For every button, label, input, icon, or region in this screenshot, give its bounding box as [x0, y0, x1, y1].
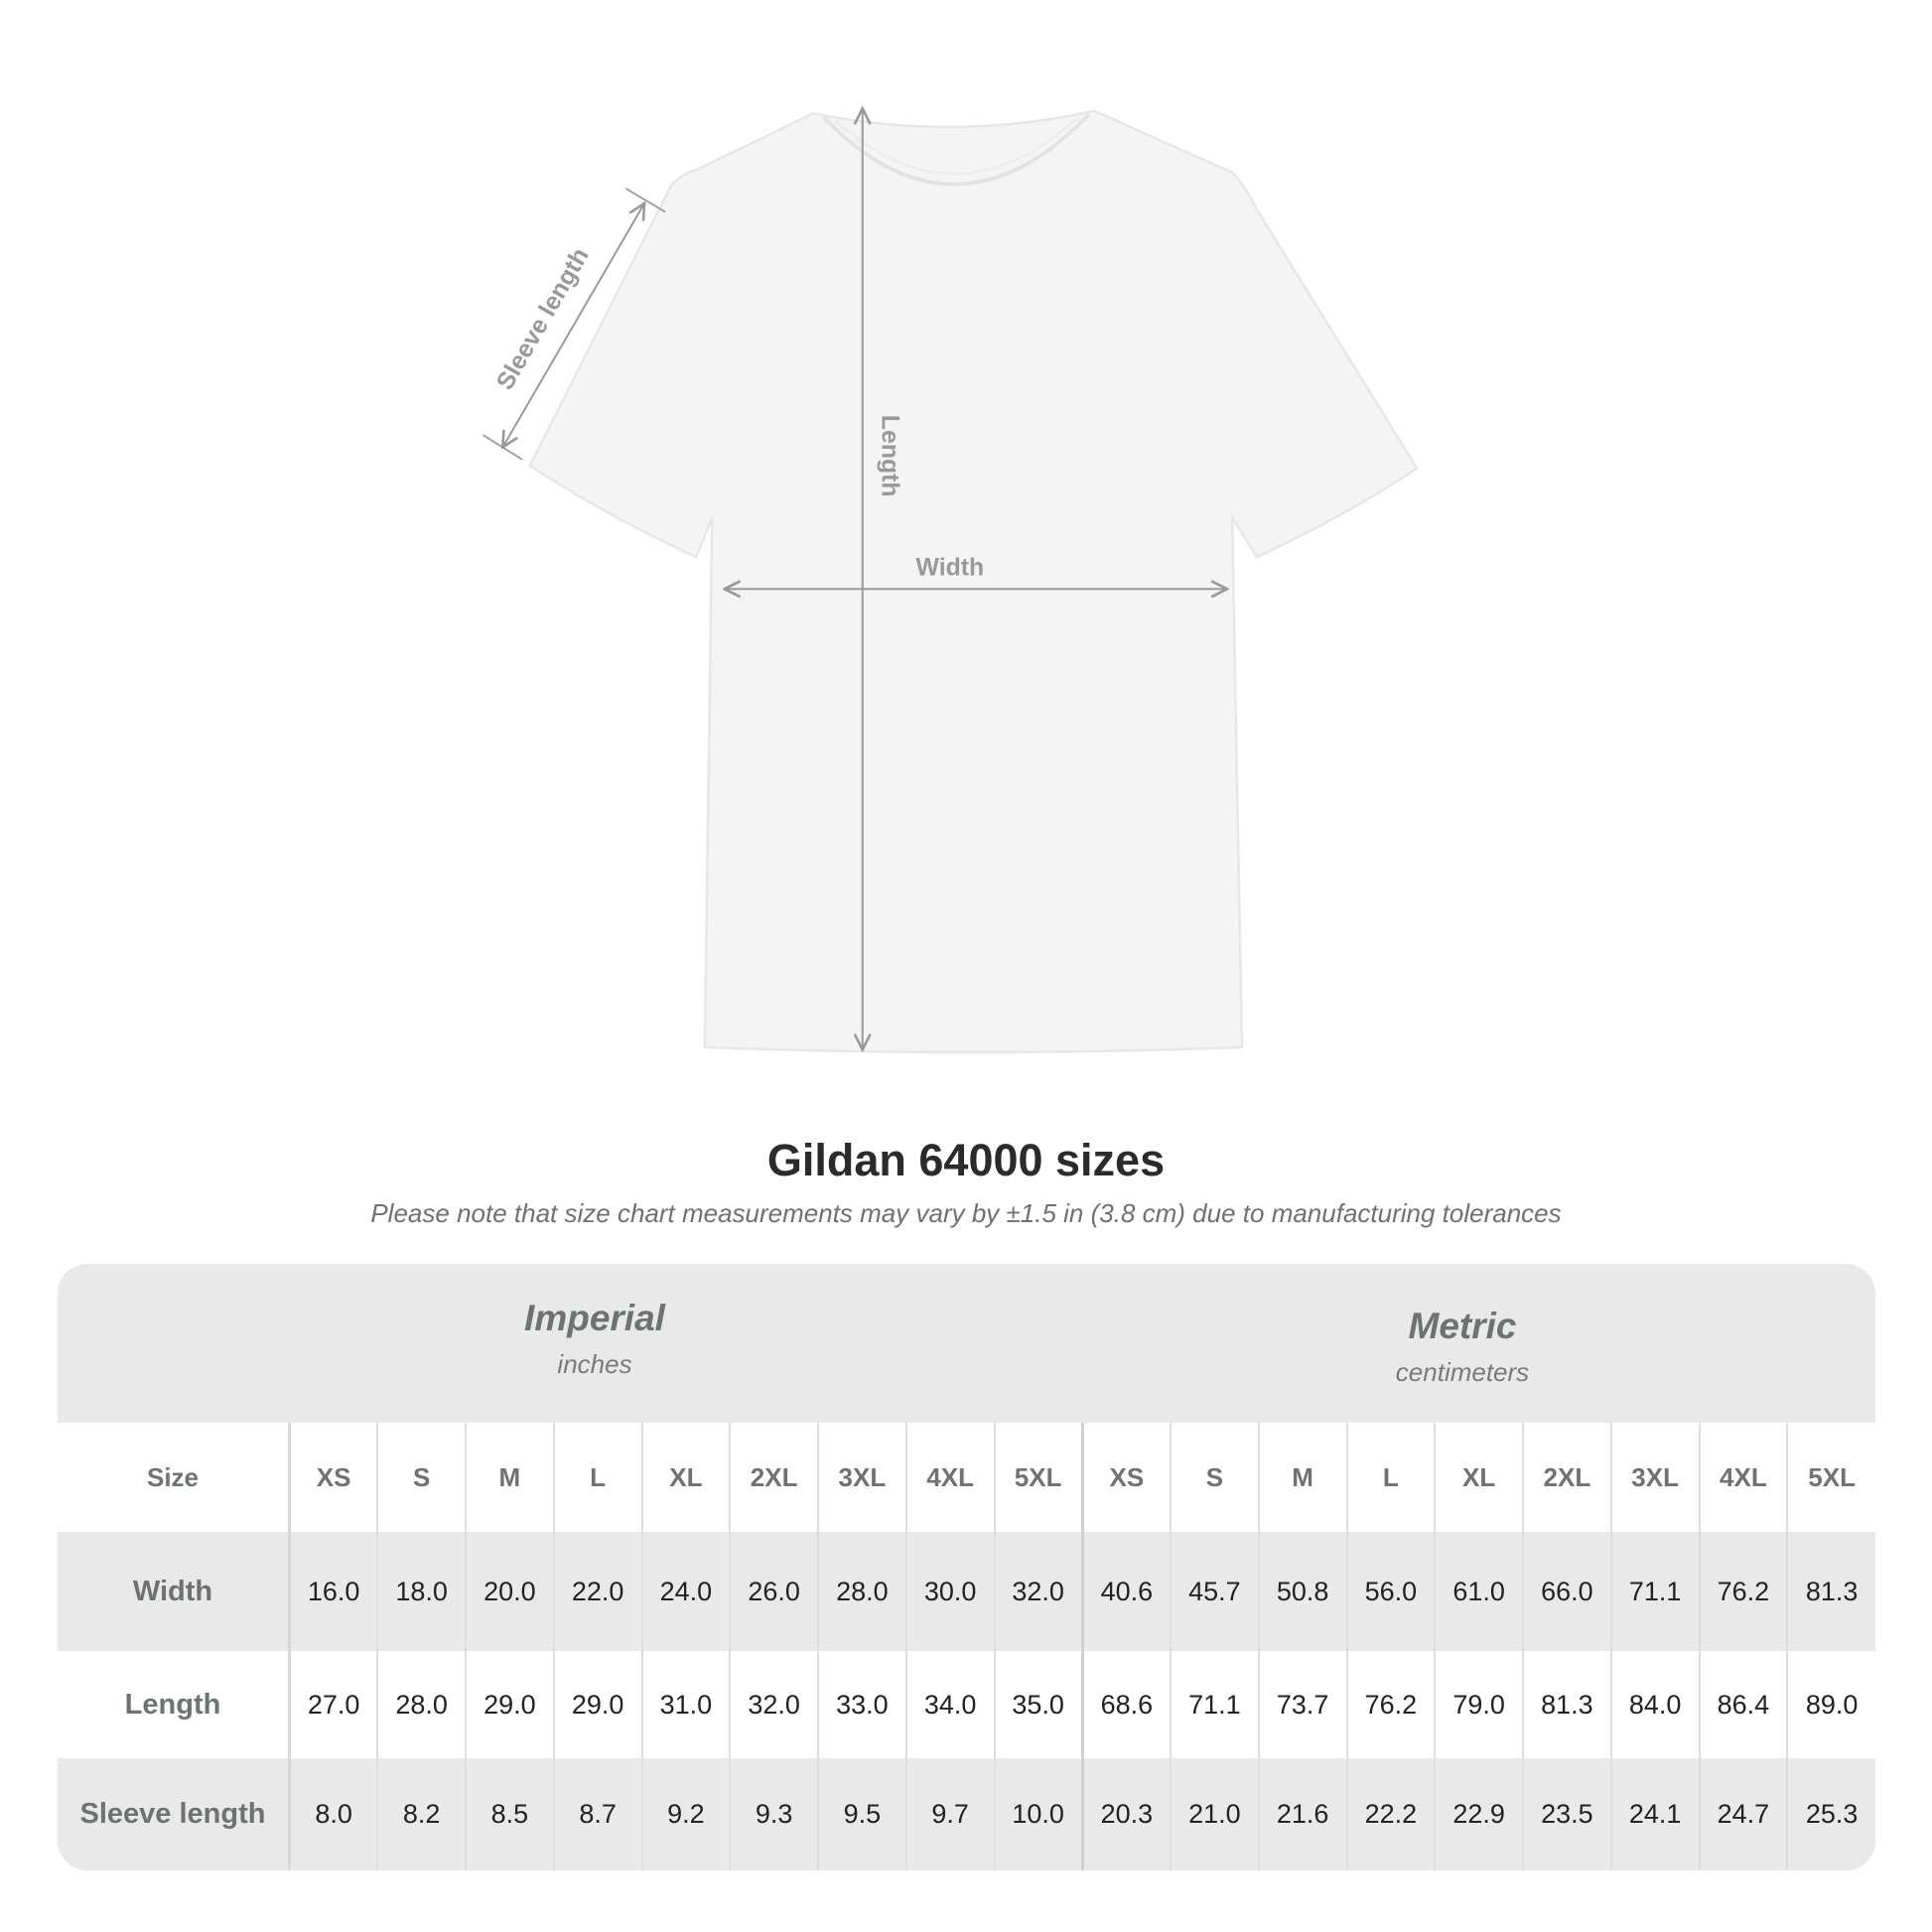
imperial-value-cell: 8.5 — [465, 1758, 554, 1870]
metric-value-cell: 24.7 — [1698, 1758, 1788, 1870]
imperial-value-cell: 33.0 — [817, 1651, 906, 1758]
tolerance-note: Please note that size chart measurements… — [370, 1198, 1562, 1228]
size-table: Imperial inches Metric centimeters Size X… — [58, 1264, 1875, 1870]
metric-value-cell: 73.7 — [1257, 1651, 1347, 1758]
imperial-value-cell: 8.7 — [552, 1758, 642, 1870]
metric-value-cell: 21.6 — [1257, 1758, 1347, 1870]
metric-size-2xl: 2XL — [1522, 1423, 1611, 1532]
metric-value-cell: 24.1 — [1609, 1758, 1700, 1870]
metric-value-cell: 84.0 — [1609, 1651, 1700, 1758]
metric-value-cell: 86.4 — [1698, 1651, 1788, 1758]
metric-size-3xl: 3XL — [1609, 1423, 1700, 1532]
imperial-value-cell: 30.0 — [904, 1532, 995, 1651]
imperial-value-cell: 27.0 — [288, 1651, 378, 1758]
sleeve-arrow — [502, 204, 644, 448]
imperial-size-xs: XS — [288, 1423, 378, 1532]
imperial-size-xl: XL — [640, 1423, 731, 1532]
metric-unit: centimeters — [1395, 1357, 1530, 1387]
imperial-size-s: S — [376, 1423, 466, 1532]
imperial-value-cell: 8.2 — [376, 1758, 466, 1870]
imperial-unit: inches — [557, 1349, 632, 1379]
table-row: Length 27.0 28.0 29.0 29.0 31.0 32.0 33.0 34.0 35… — [58, 1651, 1875, 1758]
metric-value-cell: 22.9 — [1434, 1758, 1523, 1870]
table-row: Sleeve length 8.0 8.2 8.5 8.7 9.2 9.3 9.5 9.7 10.… — [58, 1758, 1875, 1870]
imperial-size-5xl: 5XL — [993, 1423, 1083, 1532]
imperial-value-cell: 9.5 — [817, 1758, 906, 1870]
metric-value-cell: 81.3 — [1522, 1651, 1611, 1758]
imperial-value-cell: 9.3 — [729, 1758, 818, 1870]
imperial-value-cell: 29.0 — [552, 1651, 642, 1758]
metric-title: Metric — [1408, 1306, 1517, 1346]
metric-value-cell: 79.0 — [1434, 1651, 1523, 1758]
imperial-value-cell: 29.0 — [465, 1651, 554, 1758]
imperial-value-cell: 35.0 — [993, 1651, 1083, 1758]
metric-value-cell: 71.1 — [1170, 1651, 1259, 1758]
metric-value-cell: 56.0 — [1345, 1532, 1436, 1651]
metric-size-4xl: 4XL — [1698, 1423, 1788, 1532]
imperial-value-cell: 22.0 — [552, 1532, 642, 1651]
imperial-value-cell: 20.0 — [465, 1532, 554, 1651]
metric-value-cell: 89.0 — [1786, 1651, 1875, 1758]
imperial-value-cell: 18.0 — [376, 1532, 466, 1651]
imperial-value-cell: 8.0 — [288, 1758, 378, 1870]
metric-value-cell: 66.0 — [1522, 1532, 1611, 1651]
imperial-size-3xl: 3XL — [817, 1423, 906, 1532]
imperial-value-cell: 9.7 — [904, 1758, 995, 1870]
imperial-value-cell: 16.0 — [288, 1532, 378, 1651]
metric-size-xs: XS — [1080, 1423, 1171, 1532]
metric-value-cell: 68.6 — [1080, 1651, 1171, 1758]
metric-size-l: L — [1345, 1423, 1436, 1532]
imperial-value-cell: 34.0 — [904, 1651, 995, 1758]
metric-value-cell: 20.3 — [1080, 1758, 1171, 1870]
imperial-value-cell: 10.0 — [993, 1758, 1083, 1870]
metric-size-s: S — [1170, 1423, 1259, 1532]
metric-value-cell: 22.2 — [1345, 1758, 1436, 1870]
metric-value-cell: 45.7 — [1170, 1532, 1259, 1651]
width-label: Width — [916, 555, 985, 582]
tshirt-shape — [528, 109, 1419, 1054]
row-label: Sleeve length — [58, 1758, 291, 1870]
metric-value-cell: 76.2 — [1698, 1532, 1788, 1651]
imperial-size-m: M — [465, 1423, 554, 1532]
imperial-value-cell: 24.0 — [640, 1532, 731, 1651]
imperial-value-cell: 28.0 — [376, 1651, 466, 1758]
metric-value-cell: 61.0 — [1434, 1532, 1523, 1651]
metric-value-cell: 81.3 — [1786, 1532, 1875, 1651]
tshirt-diagram: Sleeve length Length Width — [483, 0, 1419, 1054]
metric-value-cell: 76.2 — [1345, 1651, 1436, 1758]
imperial-value-cell: 31.0 — [640, 1651, 731, 1758]
metric-value-cell: 21.0 — [1170, 1758, 1259, 1870]
imperial-size-4xl: 4XL — [904, 1423, 995, 1532]
measurements-table: Size XS S M L XL 2XL 3XL 4XL 5XL XS S M L XL 2XL 3XL 4XL 5… — [58, 1423, 1875, 1870]
imperial-value-cell: 26.0 — [729, 1532, 818, 1651]
page-title: Gildan 64000 sizes — [766, 1135, 1166, 1185]
size-label: Size — [58, 1423, 291, 1532]
table-row: Width 16.0 18.0 20.0 22.0 24.0 26.0 28.0 30.0 32.… — [58, 1532, 1875, 1651]
metric-size-5xl: 5XL — [1786, 1423, 1875, 1532]
metric-value-cell: 50.8 — [1257, 1532, 1347, 1651]
metric-value-cell: 40.6 — [1080, 1532, 1171, 1651]
metric-header: Metric centimeters — [1165, 1306, 1760, 1388]
imperial-value-cell: 28.0 — [817, 1532, 906, 1651]
metric-size-m: M — [1257, 1423, 1347, 1532]
imperial-header: Imperial inches — [297, 1298, 893, 1380]
imperial-value-cell: 32.0 — [993, 1532, 1083, 1651]
metric-value-cell: 23.5 — [1522, 1758, 1611, 1870]
imperial-size-l: L — [552, 1423, 642, 1532]
imperial-value-cell: 32.0 — [729, 1651, 818, 1758]
imperial-size-2xl: 2XL — [729, 1423, 818, 1532]
size-header-row: Size XS S M L XL 2XL 3XL 4XL 5XL XS S M L XL 2XL 3XL 4XL 5… — [58, 1423, 1875, 1532]
row-label: Length — [58, 1651, 291, 1758]
metric-size-xl: XL — [1434, 1423, 1523, 1532]
imperial-value-cell: 9.2 — [640, 1758, 731, 1870]
row-label: Width — [58, 1532, 291, 1651]
imperial-title: Imperial — [524, 1298, 665, 1338]
metric-value-cell: 71.1 — [1609, 1532, 1700, 1651]
length-label: Length — [877, 415, 903, 497]
metric-value-cell: 25.3 — [1786, 1758, 1875, 1870]
